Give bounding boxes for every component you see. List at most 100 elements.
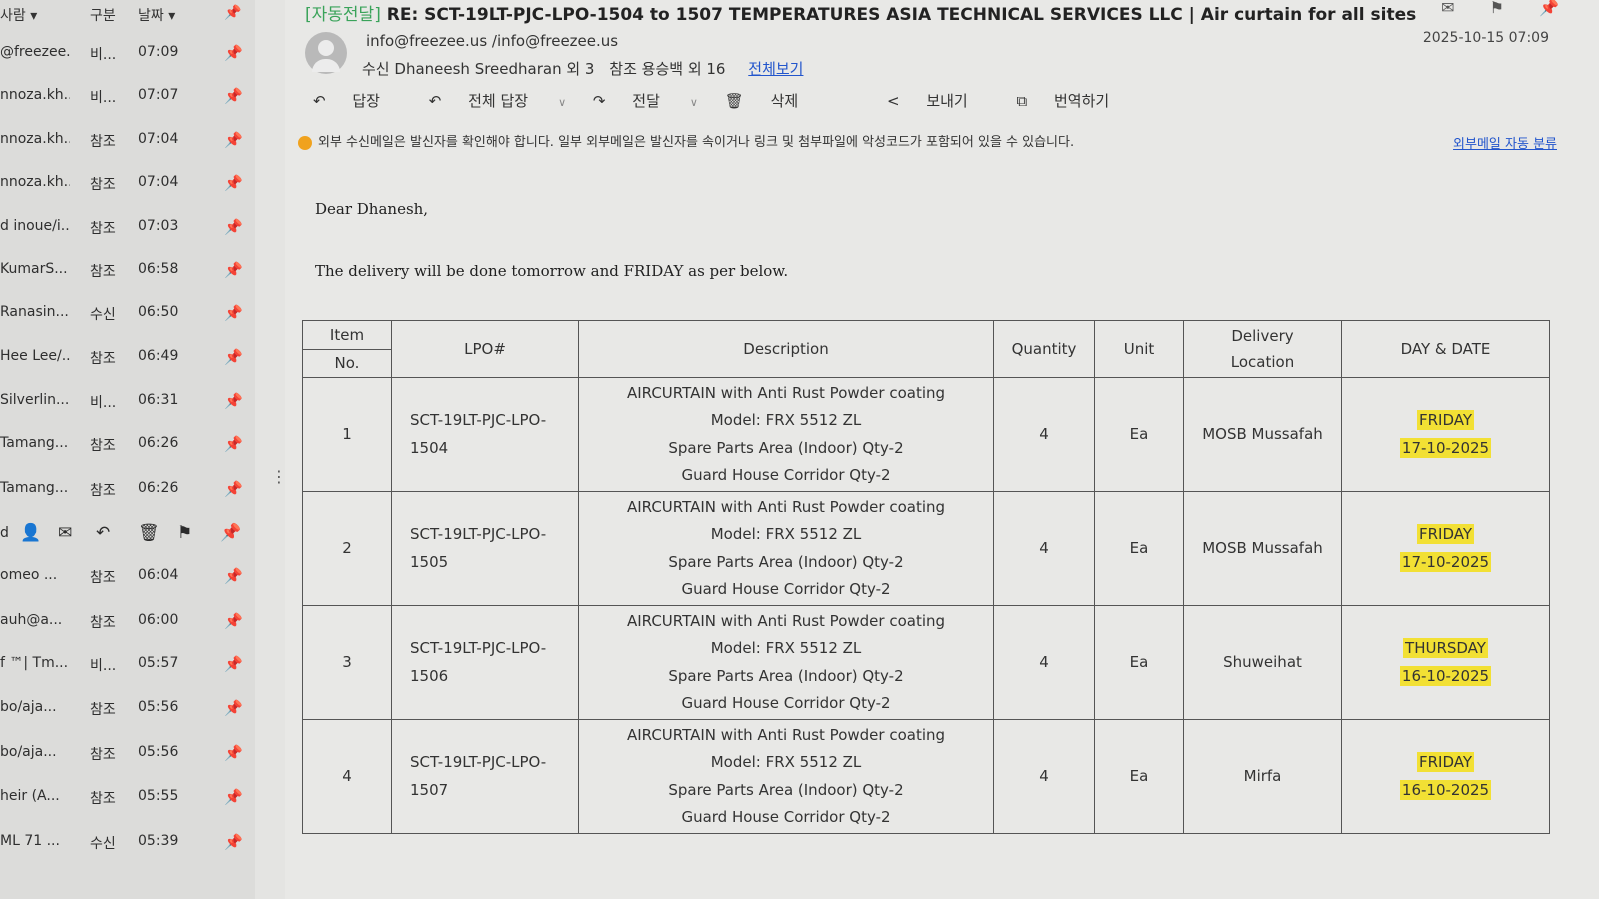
list-item-sender: Silverlin... <box>0 392 70 408</box>
pin-icon[interactable]: 📌 <box>224 392 243 410</box>
sender-avatar[interactable] <box>305 32 347 74</box>
cell-lpo: SCT-19LT-PJC-LPO- 1504 <box>391 377 579 492</box>
chevron-down-icon[interactable]: ∨ <box>689 96 698 109</box>
list-item[interactable]: ML 71 ... 수신 05:39 📌 <box>0 823 255 863</box>
list-item[interactable]: Tamang... 참조 06:26 📌 <box>0 470 255 510</box>
pin-icon[interactable]: 📌 <box>224 218 243 236</box>
list-item[interactable]: bo/aja... 참조 05:56 📌 <box>0 734 255 774</box>
header-lpo: LPO# <box>391 320 579 378</box>
cell-unit: Ea <box>1094 719 1184 834</box>
translate-button[interactable]: ⧉ 번역하기 <box>1016 92 1110 110</box>
pin-icon[interactable]: 📌 <box>220 523 242 543</box>
date-highlight: 16-10-2025 <box>1399 665 1492 686</box>
list-item[interactable]: @freezee.us 비... 07:09 📌 <box>0 34 255 74</box>
list-item[interactable]: Silverlin... 비... 06:31 📌 <box>0 382 255 422</box>
pin-icon[interactable]: 📌 <box>224 348 243 366</box>
list-item-time: 05:39 <box>138 833 179 849</box>
reply-button[interactable]: ↶ 답장 <box>313 92 380 110</box>
table-header-row: Item No. LPO# Description Quantity Unit … <box>302 320 1550 378</box>
list-item-sender: @freezee.us <box>0 44 70 60</box>
list-item[interactable]: omeo ... 참조 06:04 📌 <box>0 557 255 597</box>
cell-lpo: SCT-19LT-PJC-LPO- 1507 <box>391 719 579 834</box>
header-quantity: Quantity <box>993 320 1095 378</box>
list-item-type: 참조 <box>90 483 116 499</box>
cc-recipients[interactable]: 용승백 외 16 <box>641 60 726 78</box>
pin-icon[interactable]: 📌 <box>224 174 243 192</box>
cell-description: AIRCURTAIN with Anti Rust Powder coating… <box>578 605 994 720</box>
person-icon[interactable]: 👤 <box>20 523 42 543</box>
external-mail-auto-classify-link[interactable]: 외부메일 자동 분류 <box>1453 137 1557 152</box>
flag-icon[interactable]: ⚑ <box>1489 0 1504 17</box>
reading-pane: [자동전달] RE: SCT-19LT-PJC-LPO-1504 to 1507… <box>285 0 1599 899</box>
list-item[interactable]: nnoza.kh... 참조 07:04 📌 <box>0 121 255 161</box>
sort-sender[interactable]: 사람 ▾ <box>0 8 38 24</box>
sender-address[interactable]: info@freezee.us <box>366 32 488 50</box>
row-action-bar: d 👤 ✉ ↶ 🗑 ⚑ 📌 <box>0 520 255 550</box>
pin-icon[interactable]: 📌 <box>224 261 243 279</box>
day-highlight: FRIDAY <box>1416 410 1475 430</box>
list-item-type: 비... <box>90 90 117 106</box>
cell-unit: Ea <box>1094 377 1184 492</box>
send-button[interactable]: < 보내기 <box>886 92 968 110</box>
list-item[interactable]: auh@a... 참조 06:00 📌 <box>0 602 255 642</box>
cell-location: MOSB Mussafah <box>1183 377 1342 492</box>
list-item[interactable]: Tamang... 참조 06:26 📌 <box>0 425 255 465</box>
list-item[interactable]: Hee Lee/... 참조 06:49 📌 <box>0 338 255 378</box>
list-item[interactable]: Ranasin... 수신 06:50 📌 <box>0 294 255 334</box>
date-highlight: 16-10-2025 <box>1399 779 1492 800</box>
list-item[interactable]: f ™| Tm... 비... 05:57 📌 <box>0 645 255 685</box>
pin-icon[interactable]: 📌 <box>224 655 243 673</box>
reply-all-button[interactable]: ↶ 전체 답장 <box>428 92 529 110</box>
list-item-type: 참조 <box>90 615 116 631</box>
sort-date[interactable]: 날짜 ▾ <box>138 8 176 24</box>
cell-day-date: FRIDAY 17-10-2025 <box>1341 491 1550 606</box>
list-item[interactable]: nnoza.kh... 참조 07:04 📌 <box>0 164 255 204</box>
mail-list-header: 사람 ▾ 구분 날짜 ▾ 📌 <box>0 0 255 30</box>
pin-icon[interactable]: 📌 <box>224 744 243 762</box>
forward-icon: ↷ <box>592 92 606 110</box>
list-item-type: 수신 <box>90 836 116 852</box>
cell-description: AIRCURTAIN with Anti Rust Powder coating… <box>578 377 994 492</box>
chevron-down-icon[interactable]: ∨ <box>558 96 567 109</box>
pin-icon[interactable]: 📌 <box>224 5 242 21</box>
list-item-type: 참조 <box>90 747 116 763</box>
pin-icon[interactable]: 📌 <box>224 612 243 630</box>
flag-icon[interactable]: ⚑ <box>177 523 193 543</box>
forward-button[interactable]: ↷ 전달 <box>592 92 660 110</box>
pin-icon[interactable]: 📌 <box>224 435 243 453</box>
mail-icon[interactable]: ✉ <box>1441 0 1455 17</box>
cell-location: Shuweihat <box>1183 605 1342 720</box>
delete-button[interactable]: 🗑 삭제 <box>724 92 799 110</box>
pin-icon[interactable]: 📌 <box>1539 0 1559 17</box>
pin-icon[interactable]: 📌 <box>224 699 243 717</box>
list-item-type: 참조 <box>90 264 116 280</box>
pane-splitter[interactable]: ⋮ <box>271 467 287 486</box>
reply-icon[interactable]: ↶ <box>96 523 111 543</box>
pin-icon[interactable]: 📌 <box>224 480 243 498</box>
pin-icon[interactable]: 📌 <box>224 833 243 851</box>
list-item[interactable]: KumarS... 참조 06:58 📌 <box>0 251 255 291</box>
header-description: Description <box>578 320 994 378</box>
list-item[interactable]: heir (A... 참조 05:55 📌 <box>0 778 255 818</box>
pin-icon[interactable]: 📌 <box>224 44 243 62</box>
pin-icon[interactable]: 📌 <box>224 131 243 149</box>
list-item-type: 비... <box>90 395 117 411</box>
pin-icon[interactable]: 📌 <box>224 304 243 322</box>
list-item-time: 05:55 <box>138 788 179 804</box>
list-item-sender: Tamang... <box>0 435 69 451</box>
list-item[interactable]: nnoza.kh... 비... 07:07 📌 <box>0 77 255 117</box>
mail-icon[interactable]: ✉ <box>58 523 73 543</box>
trash-icon: 🗑 <box>724 92 744 110</box>
view-all-link[interactable]: 전체보기 <box>748 60 804 78</box>
list-item-type: 참조 <box>90 177 116 193</box>
to-recipients[interactable]: Dhaneesh Sreedharan 외 3 <box>394 60 595 78</box>
list-item-sender: auh@a... <box>0 612 63 628</box>
pin-icon[interactable]: 📌 <box>224 567 243 585</box>
pin-icon[interactable]: 📌 <box>224 788 243 806</box>
list-item[interactable]: d inoue/i... 참조 07:03 📌 <box>0 208 255 248</box>
list-item[interactable]: bo/aja... 참조 05:56 📌 <box>0 689 255 729</box>
trash-icon[interactable]: 🗑 <box>138 523 160 543</box>
list-item-time: 06:31 <box>138 392 179 408</box>
sort-type[interactable]: 구분 <box>90 8 116 24</box>
pin-icon[interactable]: 📌 <box>224 87 243 105</box>
